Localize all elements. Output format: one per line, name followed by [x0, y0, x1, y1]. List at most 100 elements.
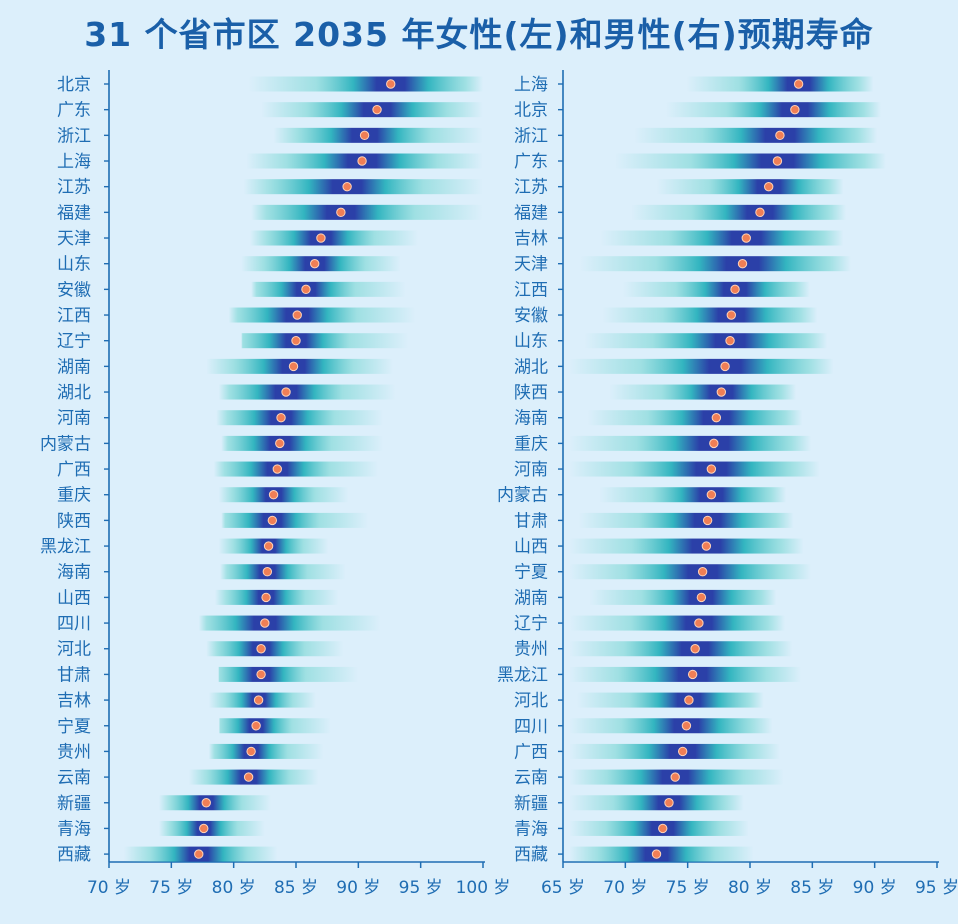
data-point: [681, 721, 692, 731]
data-point: [711, 413, 722, 423]
distribution-band: [656, 179, 844, 195]
data-point: [709, 438, 719, 449]
distribution-band: [251, 204, 483, 220]
data-point: [272, 464, 282, 474]
distribution-band: [579, 256, 851, 272]
category-label: 天津: [514, 255, 548, 275]
category-label: 贵州: [514, 640, 548, 660]
category-label: 河南: [514, 460, 548, 480]
x-tick-label: 75 岁: [149, 878, 193, 898]
category-label: 新疆: [514, 794, 548, 814]
distribution-band: [599, 487, 787, 503]
data-point: [256, 644, 266, 654]
distribution-band: [218, 538, 329, 554]
category-label: 甘肃: [57, 665, 91, 685]
chart-title: 31 个省市区 2035 年女性(左)和男性(右)预期寿命: [84, 15, 874, 54]
data-point: [701, 541, 712, 551]
category-label: 青海: [514, 819, 548, 839]
distribution-band: [569, 538, 804, 554]
distribution-band: [614, 153, 886, 169]
distribution-band: [158, 795, 272, 811]
data-point: [291, 336, 301, 346]
data-point: [725, 336, 735, 346]
distribution-band: [216, 410, 384, 426]
data-point: [316, 233, 326, 243]
category-label: 西藏: [57, 845, 91, 865]
data-point: [706, 464, 717, 474]
category-label: 安徽: [514, 306, 548, 326]
category-label: 新疆: [57, 794, 91, 814]
category-label: 四川: [57, 614, 91, 634]
category-label: 陕西: [514, 383, 548, 403]
data-point: [288, 361, 299, 372]
distribution-band: [576, 692, 764, 708]
distribution-band: [218, 718, 331, 734]
distribution-band: [208, 743, 324, 759]
category-label: 浙江: [57, 126, 91, 146]
data-point: [690, 644, 700, 654]
distribution-band: [221, 512, 369, 528]
category-label: 湖南: [57, 357, 91, 377]
distribution-band: [221, 435, 384, 451]
category-label: 贵州: [57, 742, 91, 762]
distribution-band: [589, 589, 777, 605]
category-label: 河南: [57, 409, 91, 429]
category-label: 湖南: [514, 588, 548, 608]
data-point: [706, 490, 717, 500]
category-label: 河北: [514, 691, 548, 711]
category-label: 陕西: [57, 511, 91, 531]
distribution-band: [243, 179, 483, 195]
category-label: 辽宁: [514, 614, 548, 634]
distribution-band: [569, 846, 754, 862]
category-label: 湖北: [514, 357, 548, 377]
category-label: 山西: [57, 588, 91, 608]
category-label: 重庆: [57, 486, 91, 506]
distribution-band: [600, 230, 844, 246]
data-point: [199, 823, 209, 834]
category-label: 江苏: [57, 178, 91, 198]
data-point: [737, 258, 748, 269]
data-point: [793, 79, 804, 89]
data-point: [658, 823, 668, 834]
distribution-band: [584, 333, 828, 349]
data-point: [251, 721, 261, 731]
data-point: [372, 104, 382, 115]
x-tick-label: 80 岁: [728, 878, 772, 898]
data-point: [276, 413, 286, 423]
x-tick-label: 75 岁: [666, 878, 710, 898]
distribution-band: [249, 230, 419, 246]
distribution-band: [228, 307, 416, 323]
data-point: [281, 387, 291, 397]
x-tick-label: 65 岁: [541, 878, 585, 898]
x-tick-label: 70 岁: [87, 878, 131, 898]
category-label: 内蒙古: [40, 434, 91, 454]
data-point: [261, 592, 271, 603]
category-label: 福建: [57, 203, 91, 223]
panel-male: 65 岁 70 岁 75 岁 80 岁 85 岁 90 岁 95 岁 上海北京浙江广东江苏福建…: [497, 70, 958, 898]
category-label: 湖北: [57, 383, 91, 403]
category-label: 江苏: [514, 178, 548, 198]
category-label: 黑龙江: [497, 665, 548, 685]
category-label: 广西: [514, 742, 548, 762]
category-label: 山东: [514, 332, 548, 352]
data-point: [696, 592, 707, 603]
distribution-band: [686, 76, 874, 92]
category-label: 辽宁: [57, 332, 91, 352]
category-label: 青海: [57, 819, 91, 839]
x-tick-label: 90 岁: [853, 878, 897, 898]
data-point: [651, 849, 662, 859]
x-tick-label: 100 岁: [456, 878, 511, 898]
category-label: 甘肃: [514, 511, 548, 531]
x-tick-label: 80 岁: [212, 878, 256, 898]
distribution-band: [218, 487, 349, 503]
category-label: 宁夏: [514, 563, 548, 583]
category-label: 广东: [514, 152, 548, 172]
data-point: [256, 669, 266, 680]
category-label: 重庆: [514, 434, 548, 454]
data-point: [268, 490, 279, 500]
x-tick-label: 70 岁: [603, 878, 647, 898]
distribution-band: [569, 641, 793, 657]
category-label: 四川: [514, 717, 548, 737]
data-point: [260, 618, 270, 628]
